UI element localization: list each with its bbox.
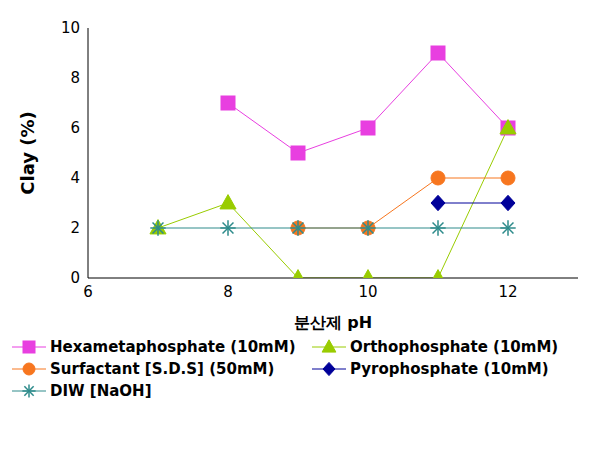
html-text:DIW [NaOH]: DIW [NaOH]	[50, 382, 152, 400]
html-text:Hexametaphosphate (10mM): Hexametaphosphate (10mM)	[50, 338, 296, 356]
svg-text:분산제 pH: 분산제 pH	[294, 313, 372, 332]
svg-text:8: 8	[223, 283, 233, 301]
svg-text:4: 4	[70, 169, 80, 187]
svg-text:8: 8	[70, 69, 80, 87]
svg-text:6: 6	[70, 119, 80, 137]
svg-text:0: 0	[70, 269, 80, 287]
html-text:Pyrophosphate (10mM): Pyrophosphate (10mM)	[350, 360, 549, 378]
html-text:Orthophosphate (10mM): Orthophosphate (10mM)	[350, 338, 559, 356]
svg-text:Clay (%): Clay (%)	[17, 111, 38, 194]
svg-text:6: 6	[83, 283, 93, 301]
svg-text:2: 2	[70, 219, 80, 237]
svg-text:10: 10	[61, 19, 80, 37]
svg-text:10: 10	[358, 283, 377, 301]
html-text:Surfactant [S.D.S] (50mM): Surfactant [S.D.S] (50mM)	[50, 360, 275, 378]
svg-text:12: 12	[498, 283, 517, 301]
